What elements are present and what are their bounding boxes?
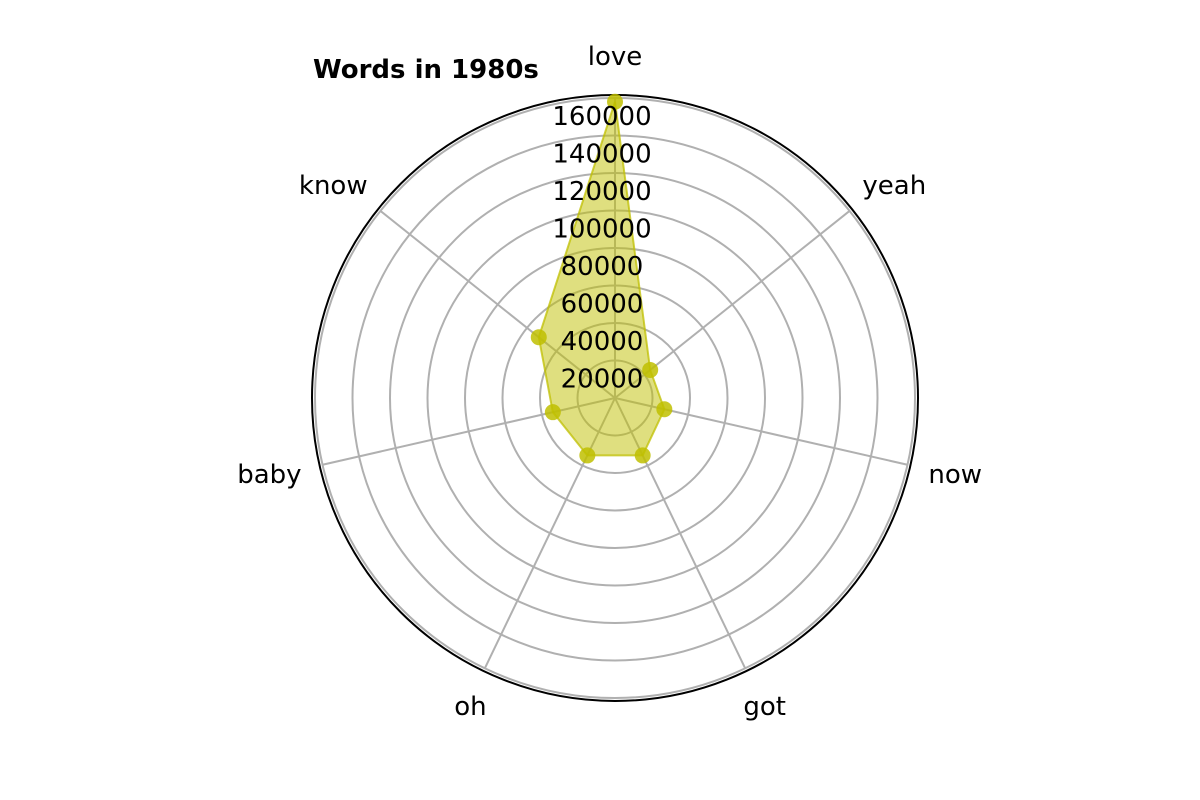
data-point-love [607, 93, 623, 110]
data-point-baby [544, 404, 561, 421]
category-label-oh: oh [454, 692, 486, 722]
category-label-love: love [588, 42, 643, 72]
radial-tick-label: 80000 [561, 252, 644, 282]
category-label-now: now [928, 460, 982, 490]
data-point-know [530, 329, 547, 346]
radial-tick-label: 100000 [552, 215, 651, 245]
radial-tick-label: 120000 [552, 177, 651, 207]
radial-tick-labels: 20000 40000 60000 80000 100000 120000 140000 16… [552, 102, 651, 395]
data-point-yeah [642, 361, 659, 378]
category-label-got: got [743, 692, 786, 722]
data-point-now [656, 401, 673, 418]
category-label-yeah: yeah [862, 171, 926, 201]
data-point-got [634, 447, 651, 464]
category-labels: love yeah now got oh baby know [237, 42, 982, 722]
radial-tick-label: 140000 [552, 140, 651, 170]
category-label-baby: baby [237, 460, 301, 490]
radial-tick-label: 60000 [561, 290, 644, 320]
series [530, 93, 673, 464]
data-point-oh [579, 447, 596, 464]
radial-tick-label: 40000 [561, 327, 644, 357]
category-label-know: know [299, 171, 368, 201]
chart-title: Words in 1980s [313, 55, 539, 85]
radial-tick-label: 160000 [552, 102, 651, 132]
radial-tick-label: 20000 [561, 365, 644, 395]
